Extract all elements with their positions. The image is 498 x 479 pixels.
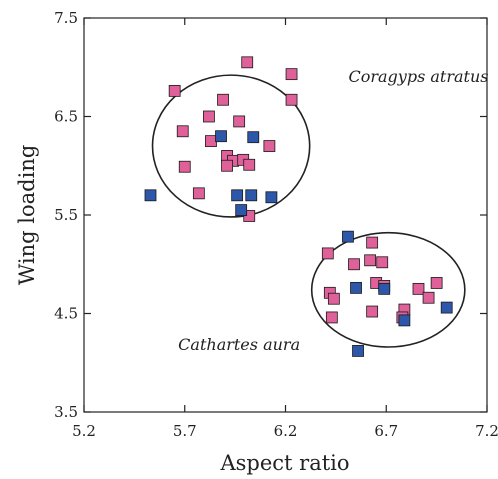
blue-point-8: [350, 281, 362, 294]
pink-point-3: [285, 93, 298, 106]
pink-point-27: [422, 291, 435, 304]
y-tick-label-0: 3.5: [54, 403, 78, 421]
blue-point-12: [352, 345, 364, 357]
pink-point-20: [366, 236, 379, 249]
pink-point-18: [348, 258, 360, 271]
blue-point-5: [265, 191, 278, 204]
pink-point-7: [233, 115, 246, 128]
pink-point-22: [376, 256, 389, 269]
pink-point-15: [221, 159, 233, 172]
pink-point-4: [217, 93, 229, 106]
pink-point-14: [178, 160, 191, 173]
x-tick-label-1: 5.7: [173, 422, 197, 440]
blue-point-9: [378, 282, 391, 295]
blue-point-2: [247, 131, 260, 144]
pink-point-5: [203, 110, 215, 123]
y-tick-label-3: 6.5: [54, 108, 78, 126]
cluster-ellipse-2: [310, 231, 466, 348]
pink-point-9: [263, 140, 276, 152]
axis-ticks: [83, 17, 488, 413]
y-tick-label-1: 4.5: [54, 305, 78, 323]
pink-point-29: [327, 292, 340, 305]
blue-point-1: [215, 130, 227, 143]
y-tick-label-4: 7.5: [54, 9, 78, 27]
data-points: [144, 56, 453, 357]
species-label-1: Cathartes aura: [178, 335, 300, 354]
annotations: Coragyps atratus Cathartes aura: [178, 67, 488, 354]
species-label-0: Coragyps atratus: [348, 67, 488, 86]
blue-point-6: [235, 204, 248, 216]
pink-point-6: [176, 125, 189, 138]
pink-point-2: [168, 84, 181, 97]
pink-point-25: [430, 277, 443, 289]
blue-point-3: [231, 189, 244, 202]
pink-point-16: [192, 187, 205, 200]
cluster-ellipse-1: [151, 74, 311, 218]
x-axis-title: Aspect ratio: [219, 451, 349, 475]
x-tick-label-3: 6.7: [374, 422, 398, 440]
blue-point-0: [144, 189, 157, 202]
tick-labels: 5.2 5.7 6.2 6.7 7.2 3.5 4.5 5.5 6.5 7.5: [54, 9, 498, 440]
pink-point-0: [241, 56, 254, 69]
blue-point-11: [440, 301, 453, 314]
y-tick-label-2: 5.5: [54, 206, 78, 224]
cluster-ellipses: [151, 74, 466, 348]
x-tick-label-0: 5.2: [72, 422, 96, 440]
pink-point-13: [243, 158, 256, 171]
pink-point-26: [412, 282, 425, 295]
blue-point-4: [245, 189, 258, 202]
x-tick-label-2: 6.2: [274, 422, 298, 440]
pink-point-21: [364, 254, 377, 267]
pink-point-8: [205, 135, 217, 148]
pink-point-31: [366, 305, 379, 318]
blue-point-10: [398, 314, 411, 327]
x-tick-label-4: 7.2: [475, 422, 498, 440]
blue-point-7: [342, 230, 354, 243]
pink-point-17: [243, 210, 256, 222]
y-axis-title: Wing loading: [15, 145, 39, 286]
pink-point-30: [325, 311, 338, 324]
pink-point-1: [285, 68, 298, 81]
pink-point-19: [321, 247, 334, 260]
